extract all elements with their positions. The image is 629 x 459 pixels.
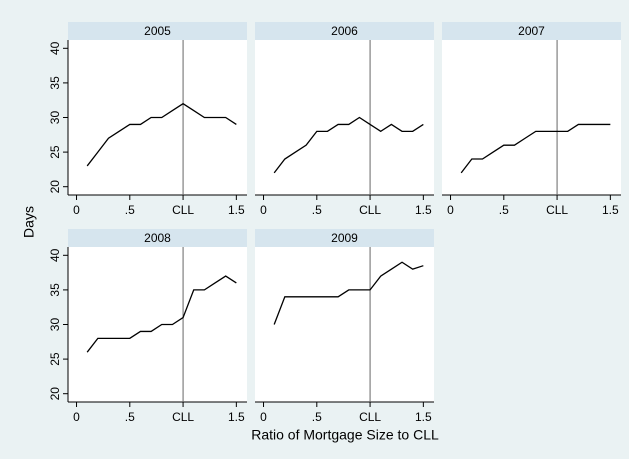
y-tick-label: 30 bbox=[48, 111, 62, 125]
plot-area bbox=[255, 247, 434, 402]
data-line bbox=[86, 275, 237, 353]
x-tick-label: .5 bbox=[125, 410, 135, 424]
panel-title: 2008 bbox=[144, 231, 171, 245]
panel-strip bbox=[255, 229, 434, 247]
panel-strip bbox=[442, 22, 621, 40]
panel-title: 2005 bbox=[144, 24, 171, 38]
plot-area bbox=[442, 40, 621, 195]
y-tick-label: 40 bbox=[48, 41, 62, 55]
y-tick-label: 35 bbox=[48, 76, 62, 90]
data-line bbox=[273, 116, 424, 174]
plot-area bbox=[255, 40, 434, 195]
x-tick-label: 1.5 bbox=[602, 203, 619, 217]
x-tick-label: CLL bbox=[172, 203, 194, 217]
y-tick-label: 40 bbox=[48, 248, 62, 262]
x-tick-label: 0 bbox=[73, 203, 80, 217]
data-line bbox=[273, 261, 424, 325]
x-tick-label: 1.5 bbox=[228, 203, 245, 217]
panel-strip bbox=[255, 22, 434, 40]
x-tick-label: 1.5 bbox=[415, 410, 432, 424]
x-axis-label: Ratio of Mortgage Size to CLL bbox=[251, 427, 439, 443]
x-tick-label: CLL bbox=[359, 410, 381, 424]
y-tick-label: 20 bbox=[48, 180, 62, 194]
plot-area bbox=[68, 247, 247, 402]
x-tick-label: 1.5 bbox=[228, 410, 245, 424]
y-tick-label: 30 bbox=[48, 318, 62, 332]
x-tick-label: 0 bbox=[260, 410, 267, 424]
x-tick-label: 1.5 bbox=[415, 203, 432, 217]
panel-title: 2007 bbox=[518, 24, 545, 38]
x-tick-label: .5 bbox=[125, 203, 135, 217]
panel-title: 2009 bbox=[331, 231, 358, 245]
x-tick-label: CLL bbox=[172, 410, 194, 424]
x-tick-label: .5 bbox=[312, 410, 322, 424]
y-tick-label: 25 bbox=[48, 352, 62, 366]
data-line bbox=[460, 123, 611, 174]
y-tick-label: 35 bbox=[48, 283, 62, 297]
x-tick-label: CLL bbox=[546, 203, 568, 217]
x-tick-label: 0 bbox=[447, 203, 454, 217]
panel-strip bbox=[68, 229, 247, 247]
x-tick-label: .5 bbox=[312, 203, 322, 217]
x-tick-label: .5 bbox=[499, 203, 509, 217]
x-tick-label: CLL bbox=[359, 203, 381, 217]
y-tick-label: 20 bbox=[48, 387, 62, 401]
panel-strip bbox=[68, 22, 247, 40]
data-line bbox=[86, 102, 237, 167]
y-tick-label: 25 bbox=[48, 145, 62, 159]
y-axis-label: Days bbox=[21, 206, 37, 238]
x-tick-label: 0 bbox=[260, 203, 267, 217]
panel-title: 2006 bbox=[331, 24, 358, 38]
x-tick-label: 0 bbox=[73, 410, 80, 424]
